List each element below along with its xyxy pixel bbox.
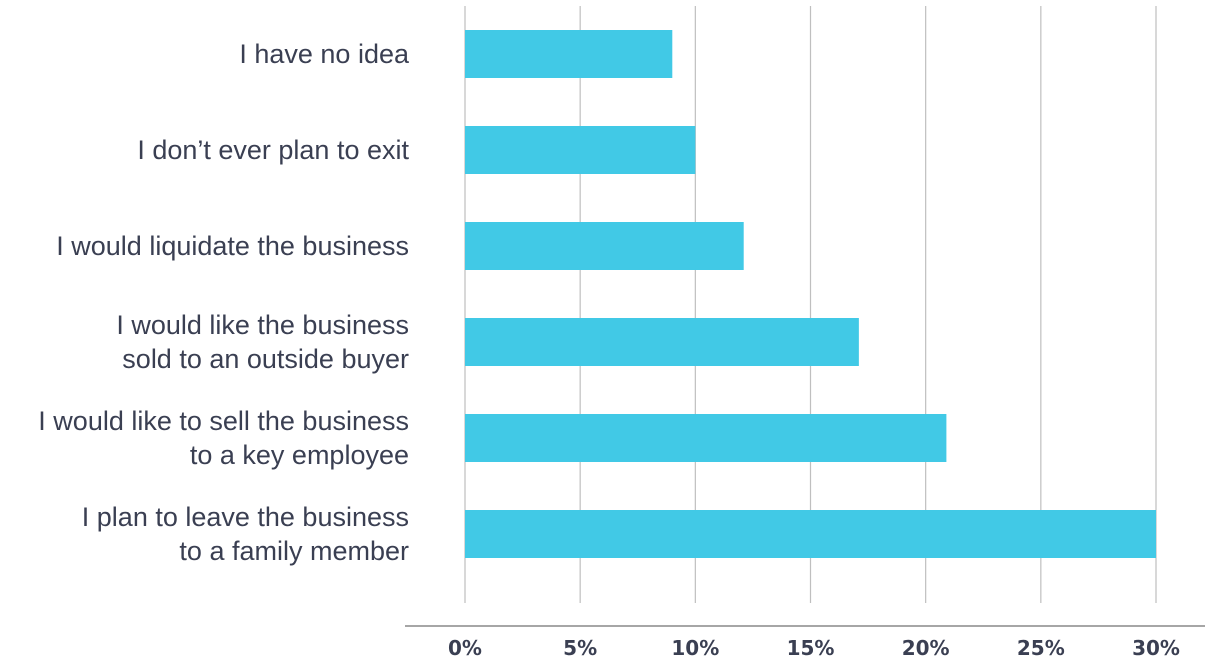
category-label-line: sold to an outside buyer: [122, 344, 409, 374]
category-label-line: I would liquidate the business: [56, 231, 409, 261]
bar-0: [465, 30, 673, 78]
x-tick-label: 10%: [671, 636, 719, 658]
bars: [465, 30, 1156, 558]
x-tick-label: 30%: [1132, 636, 1180, 658]
category-label-1: I don’t ever plan to exit: [137, 135, 409, 165]
x-tick-label: 5%: [563, 636, 597, 658]
category-label-line: to a key employee: [190, 440, 409, 470]
x-tick-label: 0%: [448, 636, 482, 658]
category-label-line: I have no idea: [239, 39, 410, 69]
grid-lines: [464, 6, 1157, 603]
category-label-3: I would like the business sold to an outs…: [116, 310, 409, 374]
bar-1: [465, 126, 696, 174]
category-label-5: I plan to leave the business to a family …: [82, 502, 409, 566]
x-tick-label: 25%: [1017, 636, 1065, 658]
bar-3: [465, 318, 859, 366]
x-tick-label: 15%: [787, 636, 835, 658]
category-label-line: I don’t ever plan to exit: [137, 135, 409, 165]
category-label-line: I would like to sell the business: [38, 406, 409, 436]
category-label-0: I have no idea: [239, 39, 410, 69]
category-label-2: I would liquidate the business: [56, 231, 409, 261]
category-label-line: to a family member: [179, 536, 409, 566]
x-axis: 0% 5% 10% 15% 20% 25% 30%: [405, 625, 1205, 658]
x-tick-label: 20%: [902, 636, 950, 658]
category-label-line: I would like the business: [116, 310, 409, 340]
bar-2: [465, 222, 744, 270]
bar-4: [465, 414, 947, 462]
bar-5: [465, 510, 1156, 558]
category-label-line: I plan to leave the business: [82, 502, 409, 532]
category-labels: I have no idea I don’t ever plan to exit I…: [38, 39, 410, 566]
category-label-4: I would like to sell the business to a ke…: [38, 406, 409, 470]
